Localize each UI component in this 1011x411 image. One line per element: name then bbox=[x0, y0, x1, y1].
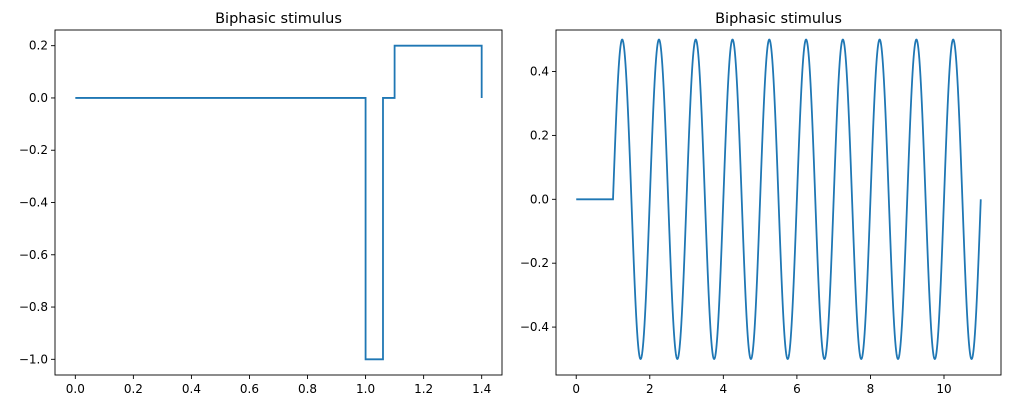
y-tick-label-left: 0.0 bbox=[29, 91, 48, 105]
chart-title-left: Biphasic stimulus bbox=[215, 11, 342, 27]
y-tick-label-left: −1.0 bbox=[19, 352, 48, 366]
y-axis-ticks-right: 0.4 0.2 0.0 −0.2 −0.4 bbox=[520, 65, 556, 334]
y-tick-label-right: 0.2 bbox=[530, 128, 549, 142]
x-tick-label-left: 1.2 bbox=[414, 382, 433, 396]
series-line-right bbox=[576, 38, 982, 361]
chart-title-right: Biphasic stimulus bbox=[715, 11, 842, 27]
x-tick-label-right: 10 bbox=[936, 382, 951, 396]
chart-right: Biphasic stimulus 0 2 4 6 8 10 0.4 0.2 0.0 −0.2 −… bbox=[520, 11, 1002, 396]
x-tick-label-left: 0.0 bbox=[66, 382, 85, 396]
x-tick-label-left: 1.4 bbox=[472, 382, 491, 396]
y-tick-label-right: 0.4 bbox=[530, 65, 549, 79]
series-line-left bbox=[75, 44, 483, 361]
x-tick-label-right: 4 bbox=[720, 382, 728, 396]
x-tick-label-right: 0 bbox=[572, 382, 580, 396]
x-tick-label-right: 8 bbox=[867, 382, 875, 396]
x-tick-label-left: 0.8 bbox=[298, 382, 317, 396]
y-tick-label-right: −0.2 bbox=[520, 256, 549, 270]
x-tick-label-left: 0.6 bbox=[240, 382, 259, 396]
y-tick-label-left: −0.4 bbox=[19, 196, 48, 210]
y-tick-label-left: 0.2 bbox=[29, 39, 48, 53]
y-tick-label-left: −0.2 bbox=[19, 143, 48, 157]
x-axis-ticks-right: 0 2 4 6 8 10 bbox=[572, 375, 952, 396]
y-axis-ticks-left: 0.2 0.0 −0.2 −0.4 −0.6 −0.8 −1.0 bbox=[19, 39, 55, 366]
x-tick-label-left: 0.2 bbox=[124, 382, 143, 396]
y-tick-label-right: −0.4 bbox=[520, 320, 549, 334]
x-tick-label-left: 1.0 bbox=[356, 382, 375, 396]
x-tick-label-right: 6 bbox=[793, 382, 801, 396]
x-axis-ticks-left: 0.0 0.2 0.4 0.6 0.8 1.0 1.2 1.4 bbox=[66, 375, 491, 396]
y-tick-label-left: −0.8 bbox=[19, 300, 48, 314]
y-tick-label-left: −0.6 bbox=[19, 248, 48, 262]
x-tick-label-left: 0.4 bbox=[182, 382, 201, 396]
y-tick-label-right: 0.0 bbox=[530, 192, 549, 206]
axes-frame-left bbox=[54, 29, 503, 376]
x-tick-label-right: 2 bbox=[646, 382, 654, 396]
chart-left: Biphasic stimulus 0.0 0.2 0.4 0.6 0.8 1.0 1.2 1… bbox=[19, 11, 503, 396]
